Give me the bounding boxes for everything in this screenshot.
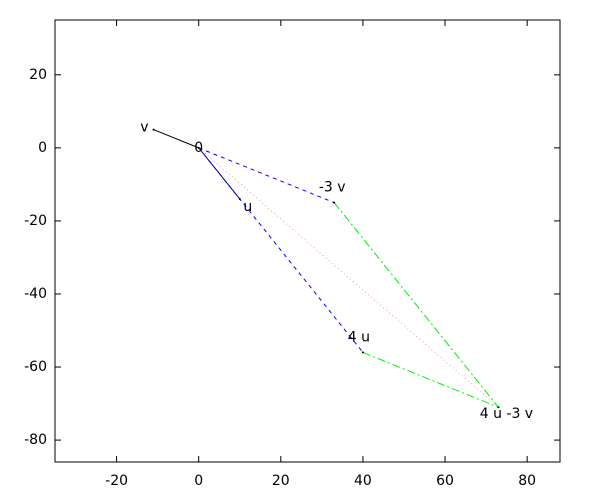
point-label: -3 v: [319, 180, 346, 196]
point: [497, 406, 500, 409]
point-label: 0: [194, 140, 203, 156]
point-label: 4 u -3 v: [480, 406, 533, 422]
vector-line: [198, 147, 364, 353]
y-tick-label: 0: [38, 140, 47, 156]
vector-line: [362, 351, 499, 408]
vector-line: [198, 147, 499, 408]
x-tick-label: 0: [194, 473, 203, 489]
vector-line: [198, 147, 335, 204]
y-tick-label: -20: [24, 213, 47, 229]
point: [333, 201, 336, 204]
point: [238, 197, 241, 200]
x-tick-label: 80: [518, 473, 536, 489]
vector-line: [153, 129, 199, 149]
plot-frame: [54, 19, 561, 463]
vector-line: [333, 202, 499, 408]
point-label: 4 u: [348, 329, 370, 345]
y-tick-label: -80: [24, 432, 47, 448]
x-tick-label: 40: [354, 473, 372, 489]
point: [361, 351, 364, 354]
x-tick-label: 60: [436, 473, 454, 489]
point-label: u: [243, 199, 252, 215]
point-label: v: [140, 120, 148, 136]
x-tick-label: 20: [272, 473, 290, 489]
x-tick-label: -20: [105, 473, 128, 489]
point: [152, 128, 155, 131]
y-tick-label: 20: [29, 67, 47, 83]
y-tick-label: -60: [24, 359, 47, 375]
point: [197, 146, 200, 149]
y-tick-label: -40: [24, 286, 47, 302]
